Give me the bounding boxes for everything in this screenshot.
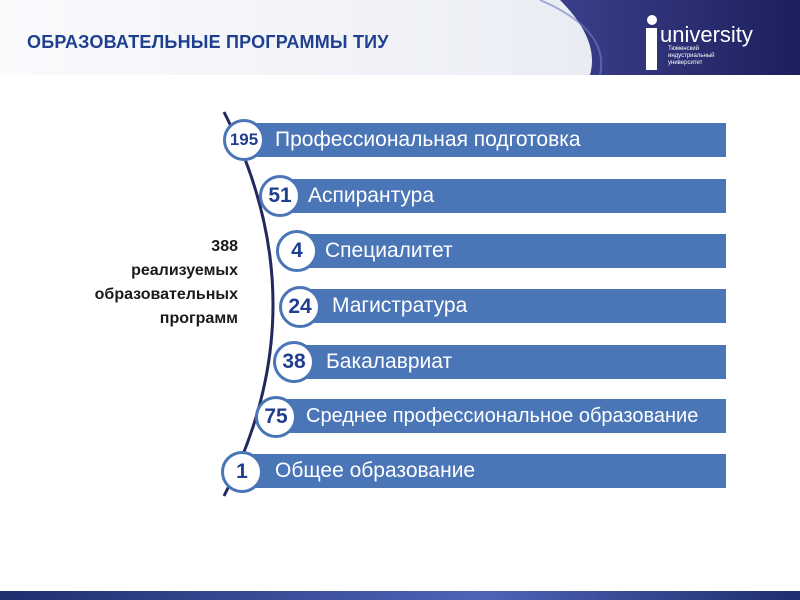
program-label: Специалитет	[325, 239, 453, 262]
program-count-badge: 195	[223, 119, 265, 161]
program-bar-specialist: Специалитет	[285, 234, 726, 268]
summary-line: реализуемых	[131, 262, 238, 279]
program-bar-postgraduate: Аспирантура	[270, 179, 726, 213]
program-count-badge: 38	[273, 341, 315, 383]
summary-text: 388 реализуемых образовательных программ	[60, 235, 238, 331]
program-label: Профессиональная подготовка	[275, 128, 581, 151]
header-decoration	[0, 0, 800, 76]
program-label: Магистратура	[332, 294, 468, 317]
program-label: Общее образование	[275, 459, 476, 482]
program-bar-professional-training: Профессиональная подготовка	[235, 123, 726, 157]
program-label: Аспирантура	[308, 184, 435, 207]
program-count-badge: 1	[221, 451, 263, 493]
program-bar-masters: Магистратура	[290, 289, 726, 323]
program-label: Бакалавриат	[326, 350, 453, 373]
summary-line: образовательных	[94, 286, 238, 303]
program-bar-general-education: Общее образование	[235, 454, 726, 488]
program-bar-bachelors: Бакалавриат	[284, 345, 726, 379]
program-bar-secondary-vocational: Среднее профессиональное образование	[268, 399, 726, 433]
logo-i-icon	[646, 15, 657, 70]
summary-line: программ	[159, 310, 238, 327]
logo-subtitle: Тюменский индустриальный университет	[668, 46, 715, 66]
summary-total: 388	[211, 238, 238, 255]
program-label: Среднее профессиональное образование	[306, 405, 699, 427]
program-count-badge: 24	[279, 286, 321, 328]
page-title: ОБРАЗОВАТЕЛЬНЫЕ ПРОГРАММЫ ТИУ	[27, 32, 389, 52]
program-count-badge: 75	[255, 396, 297, 438]
footer-band	[0, 591, 800, 600]
logo-text: university	[660, 22, 753, 47]
program-count-badge: 4	[276, 230, 318, 272]
program-count-badge: 51	[259, 175, 301, 217]
